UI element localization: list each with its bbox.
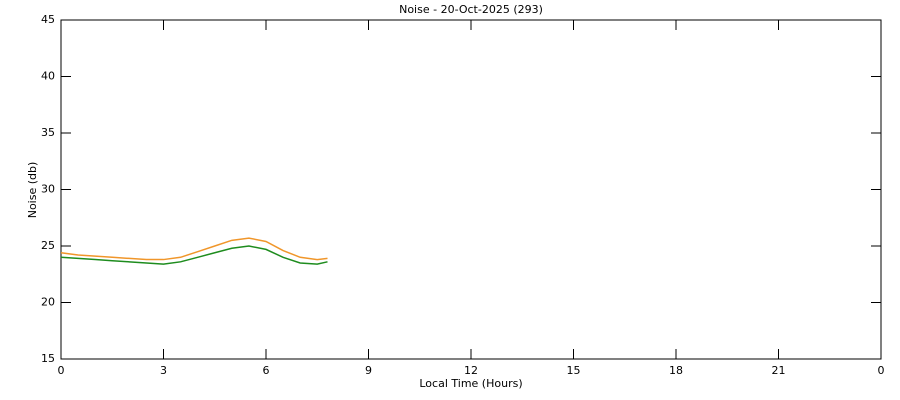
series-line	[60, 245, 328, 265]
x-tick-label: 18	[669, 364, 683, 377]
x-tick-label: 9	[365, 364, 372, 377]
x-tick-label: 12	[464, 364, 478, 377]
series-line	[60, 237, 328, 261]
y-tick-label: 35	[41, 126, 55, 139]
x-tick-label: 15	[567, 364, 581, 377]
y-tick-label: 30	[41, 183, 55, 196]
y-tick-label: 40	[41, 70, 55, 83]
y-tick-label: 45	[41, 13, 55, 26]
y-tick-label: 15	[41, 352, 55, 365]
y-axis-label: Noise (db)	[26, 162, 39, 219]
chart-title: Noise - 20-Oct-2025 (293)	[399, 3, 543, 16]
x-tick-label: 3	[160, 364, 167, 377]
x-tick-label: 0	[58, 364, 65, 377]
y-tick-label: 25	[41, 239, 55, 252]
x-tick-label: 0	[878, 364, 885, 377]
plot-frame	[60, 19, 882, 360]
y-tick-label: 20	[41, 296, 55, 309]
x-tick-label: 6	[263, 364, 270, 377]
x-tick-label: 21	[772, 364, 786, 377]
x-axis-label: Local Time (Hours)	[419, 377, 522, 390]
